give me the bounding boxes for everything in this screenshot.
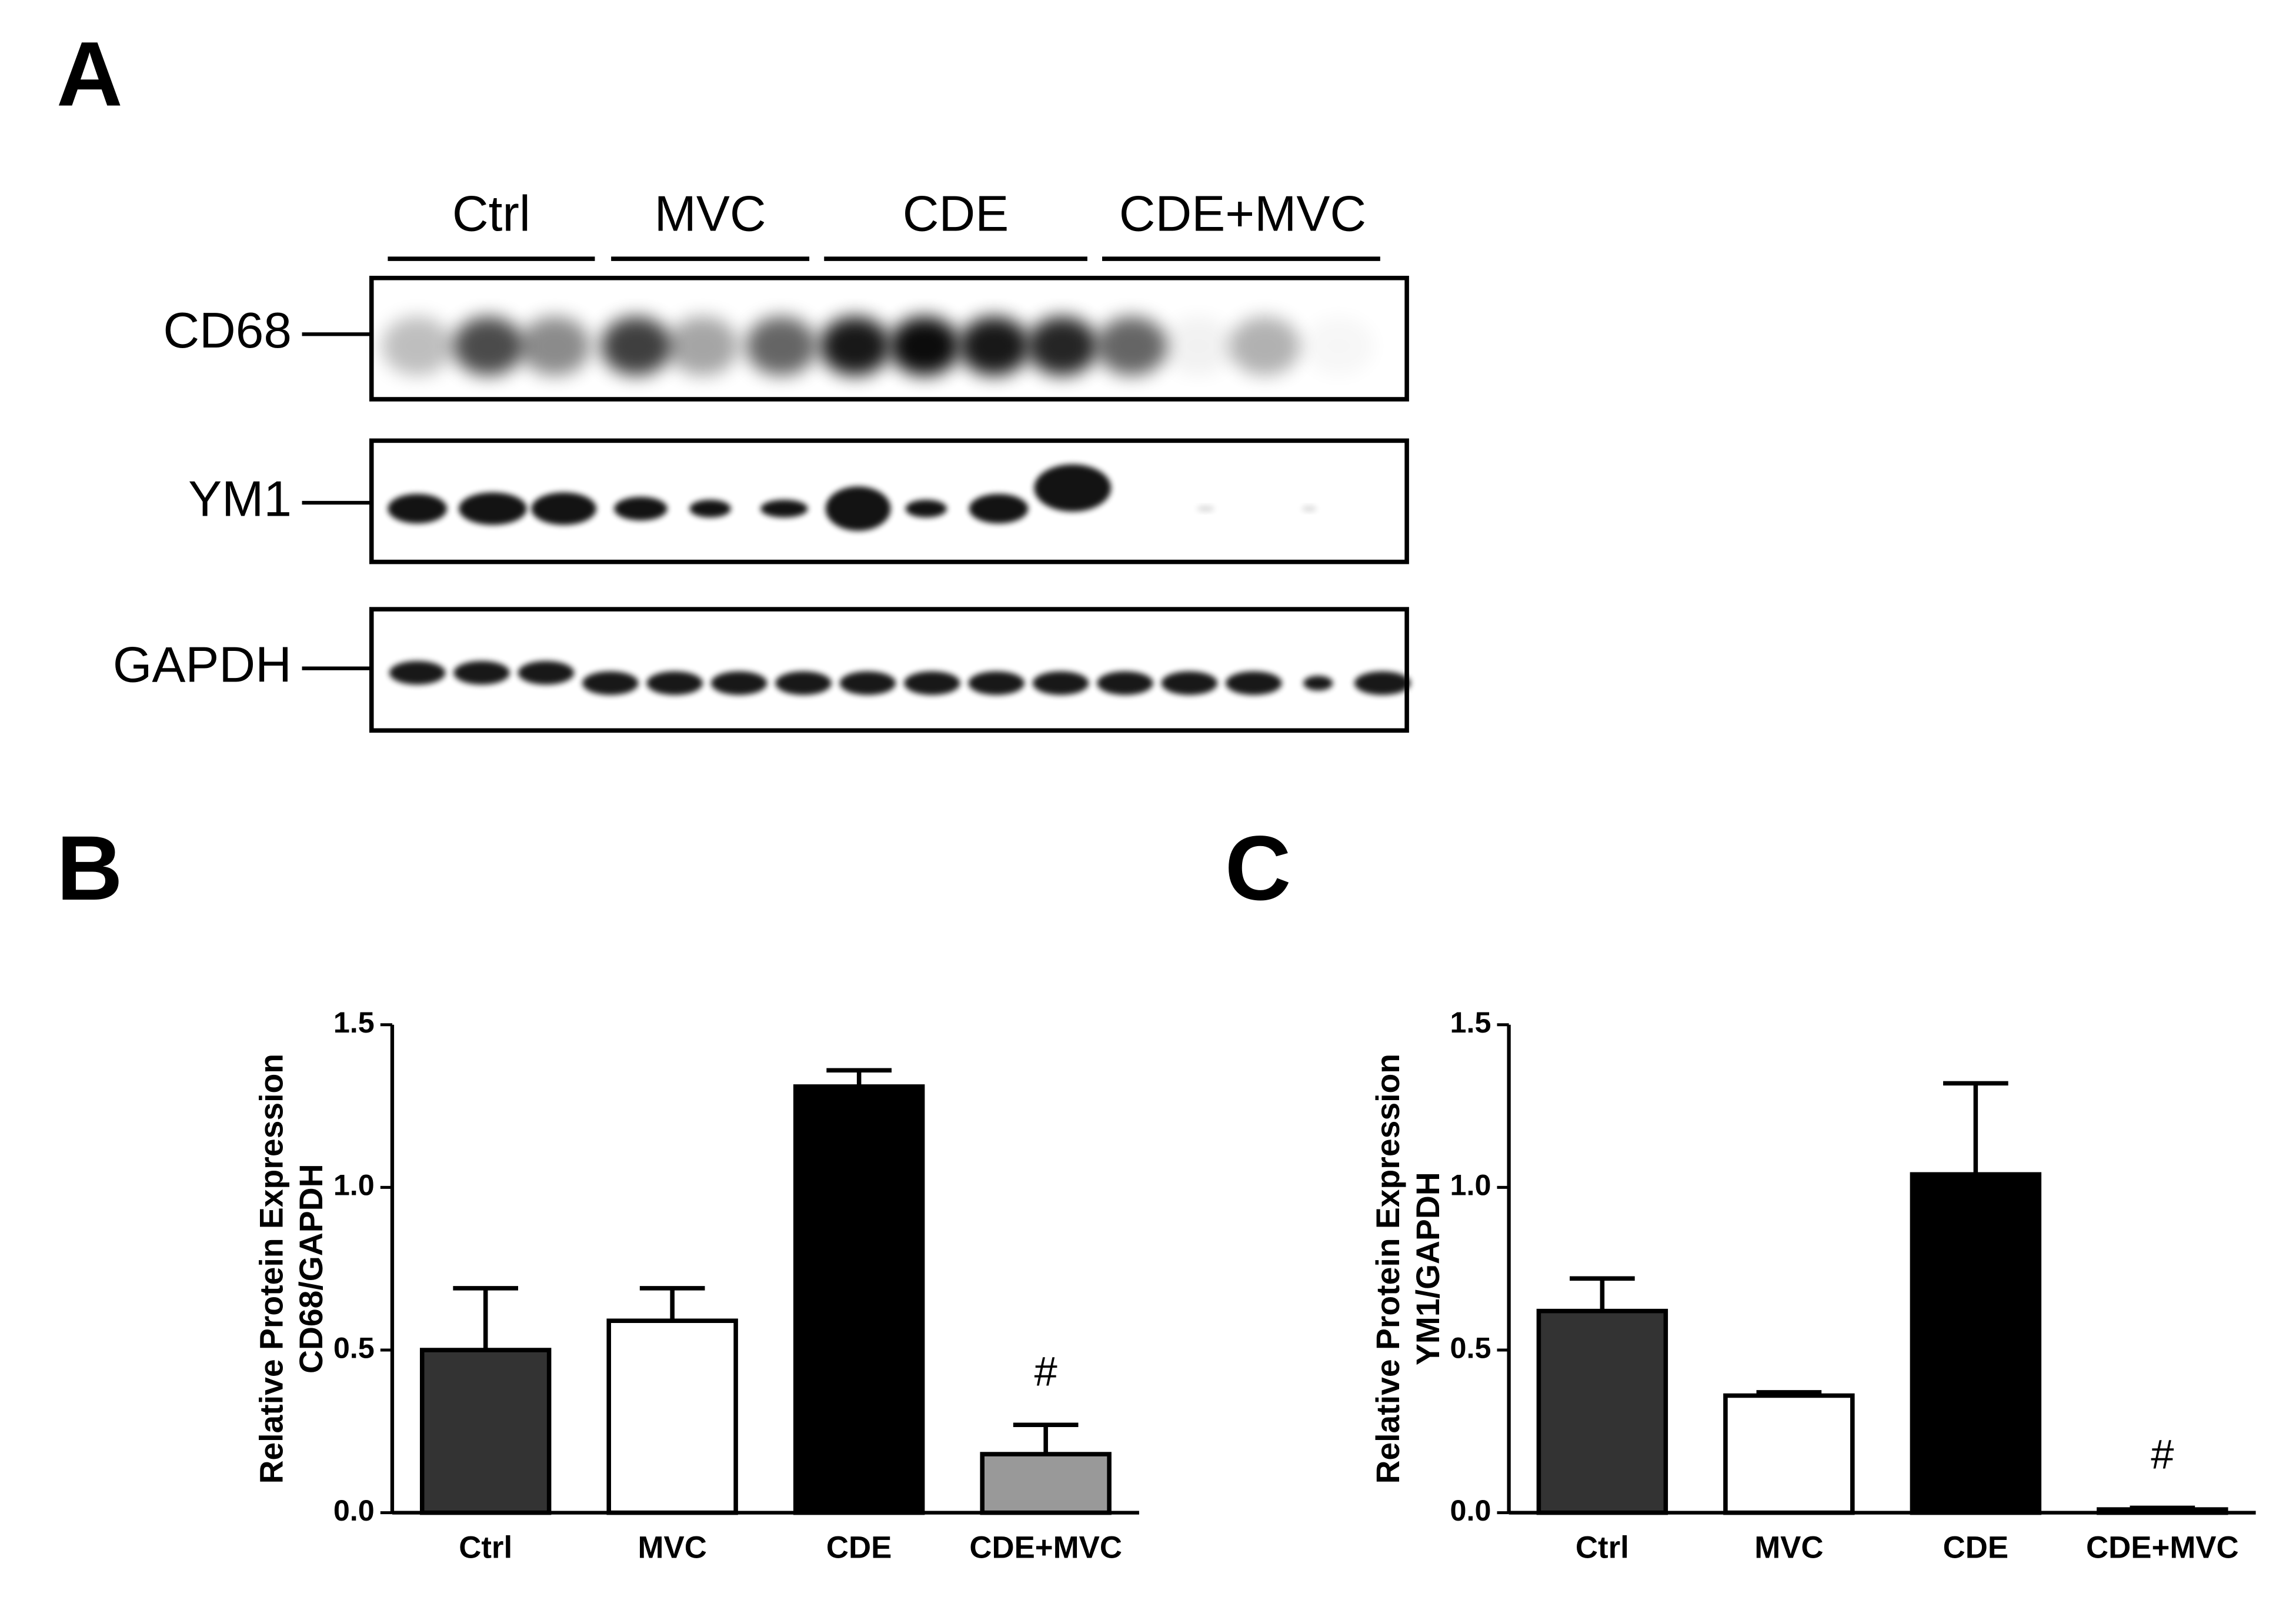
x-tick-label: Ctrl xyxy=(459,1530,512,1565)
band xyxy=(519,316,590,376)
band xyxy=(531,492,596,525)
band xyxy=(1229,316,1301,376)
band xyxy=(1096,316,1167,376)
band xyxy=(839,671,896,695)
band xyxy=(1226,671,1282,695)
group-label: CDE xyxy=(903,186,1009,242)
band xyxy=(1034,464,1112,512)
y-tick-label: 1.0 xyxy=(333,1168,375,1202)
band xyxy=(1161,671,1218,695)
band xyxy=(582,671,639,695)
band xyxy=(1163,316,1234,376)
y-axis-label: YM1/GAPDH xyxy=(1410,1172,1446,1365)
y-tick-label: 0.5 xyxy=(333,1331,375,1364)
band xyxy=(614,496,668,521)
x-tick-label: MVC xyxy=(1754,1530,1823,1565)
bar xyxy=(793,1084,925,1515)
y-axis-label: Relative Protein Expression xyxy=(1370,1054,1406,1484)
group-label: MVC xyxy=(655,186,766,242)
band xyxy=(959,316,1030,376)
band xyxy=(1097,671,1153,695)
y-axis-label: Relative Protein Expression xyxy=(253,1054,289,1484)
band xyxy=(389,661,446,685)
bands xyxy=(382,316,1411,695)
band xyxy=(388,493,447,524)
band xyxy=(382,316,453,376)
band xyxy=(969,493,1029,524)
band xyxy=(518,661,575,685)
y-tick-label: 1.0 xyxy=(1450,1168,1491,1202)
protein-label: CD68 xyxy=(163,303,292,359)
band xyxy=(1303,676,1333,691)
band xyxy=(745,316,817,376)
y-axis-label: CD68/GAPDH xyxy=(293,1164,329,1374)
band xyxy=(889,316,960,376)
band xyxy=(453,661,510,685)
band xyxy=(1032,671,1089,695)
band xyxy=(689,500,731,518)
band xyxy=(819,316,891,376)
band xyxy=(905,500,947,518)
band xyxy=(968,671,1025,695)
x-tick-label: MVC xyxy=(638,1530,707,1565)
bar xyxy=(1723,1393,1855,1515)
x-tick-label: CDE+MVC xyxy=(969,1530,1122,1565)
protein-label: GAPDH xyxy=(113,637,292,693)
group-label: CDE+MVC xyxy=(1119,186,1366,242)
bar xyxy=(980,1452,1112,1515)
panel-label: B xyxy=(56,817,123,920)
band xyxy=(1301,506,1317,512)
band xyxy=(1026,316,1098,376)
panel-label: C xyxy=(1225,817,1292,920)
x-tick-label: Ctrl xyxy=(1576,1530,1629,1565)
group-label: Ctrl xyxy=(452,186,530,242)
annotation: # xyxy=(1034,1348,1057,1394)
annotation: # xyxy=(2151,1431,2174,1477)
band xyxy=(667,316,739,376)
band xyxy=(904,671,960,695)
band xyxy=(710,671,767,695)
bar xyxy=(1910,1172,2042,1515)
blot: Ctrl MVC CDE CDE+MVC CD68 YM1 GAPDH xyxy=(113,186,1411,733)
y-tick-label: 1.5 xyxy=(333,1005,375,1039)
bar xyxy=(606,1318,738,1515)
band xyxy=(775,671,832,695)
band xyxy=(453,316,524,376)
y-tick-label: 0.0 xyxy=(1450,1494,1491,1527)
bar xyxy=(1536,1308,1668,1515)
charts: Relative Protein Expression CD68/GAPDH0.0… xyxy=(253,1005,2256,1565)
band xyxy=(646,671,703,695)
blot-frames xyxy=(369,276,1409,733)
y-tick-label: 0.5 xyxy=(1450,1331,1491,1364)
band xyxy=(1196,506,1215,512)
protein-ticks xyxy=(302,332,371,670)
band xyxy=(1354,671,1411,695)
protein-label: YM1 xyxy=(188,472,292,527)
panel-label: A xyxy=(56,24,123,126)
y-tick-label: 1.5 xyxy=(1450,1005,1491,1039)
bar xyxy=(419,1348,552,1515)
band xyxy=(459,492,527,525)
x-tick-label: CDE xyxy=(826,1530,892,1565)
x-tick-label: CDE+MVC xyxy=(2086,1530,2239,1565)
band xyxy=(1303,316,1374,376)
band xyxy=(760,500,808,518)
band xyxy=(600,316,672,376)
x-tick-label: CDE xyxy=(1943,1530,2008,1565)
y-tick-label: 0.0 xyxy=(333,1494,375,1527)
band xyxy=(825,486,891,531)
